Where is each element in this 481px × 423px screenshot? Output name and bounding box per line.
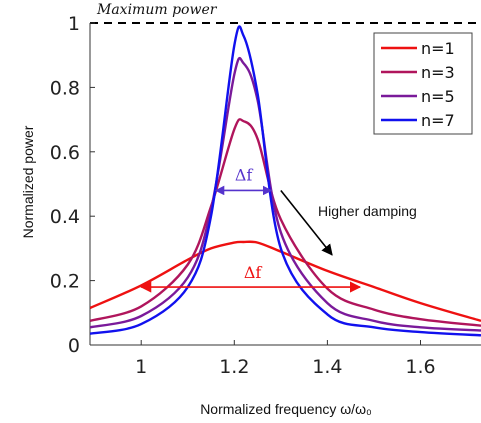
legend-label: n=1 <box>421 39 455 58</box>
axis-ticks: 1 1.2 1.4 1.6 0 0.2 0.4 0.6 0.8 1 <box>50 13 436 378</box>
x-tick-label: 1.2 <box>219 356 249 378</box>
higher-damping-note: Higher damping <box>318 203 417 219</box>
legend-label: n=5 <box>421 87 455 106</box>
y-tick-label: 0.2 <box>50 271 80 293</box>
y-tick-label: 1 <box>68 13 80 35</box>
legend-label: n=7 <box>421 111 455 130</box>
legend-box <box>373 32 473 135</box>
y-tick-label: 0.4 <box>50 206 80 228</box>
y-tick-label: 0 <box>68 335 80 357</box>
x-tick-label: 1.4 <box>312 356 342 378</box>
y-tick-label: 0.8 <box>50 77 80 99</box>
maximum-power-label: Maximum power <box>96 2 218 18</box>
annotations: Δf Δf Higher damping <box>140 165 417 293</box>
wide-bandwidth-label: Δf <box>244 263 263 282</box>
legend-label: n=3 <box>421 63 455 82</box>
y-tick-label: 0.6 <box>50 142 80 164</box>
x-axis-label: Normalized frequency ω/ω₀ <box>200 401 372 417</box>
series-line-n5 <box>90 56 481 332</box>
legend: n=1 n=3 n=5 n=7 <box>373 32 473 135</box>
y-axis-label: Normalized power <box>20 125 36 238</box>
x-tick-label: 1 <box>135 356 147 378</box>
series-line-n3 <box>90 118 481 327</box>
series-line-n1 <box>90 240 481 323</box>
narrow-bandwidth-label: Δf <box>235 165 254 184</box>
damping-arrow <box>280 189 333 256</box>
x-tick-label: 1.6 <box>405 356 435 378</box>
